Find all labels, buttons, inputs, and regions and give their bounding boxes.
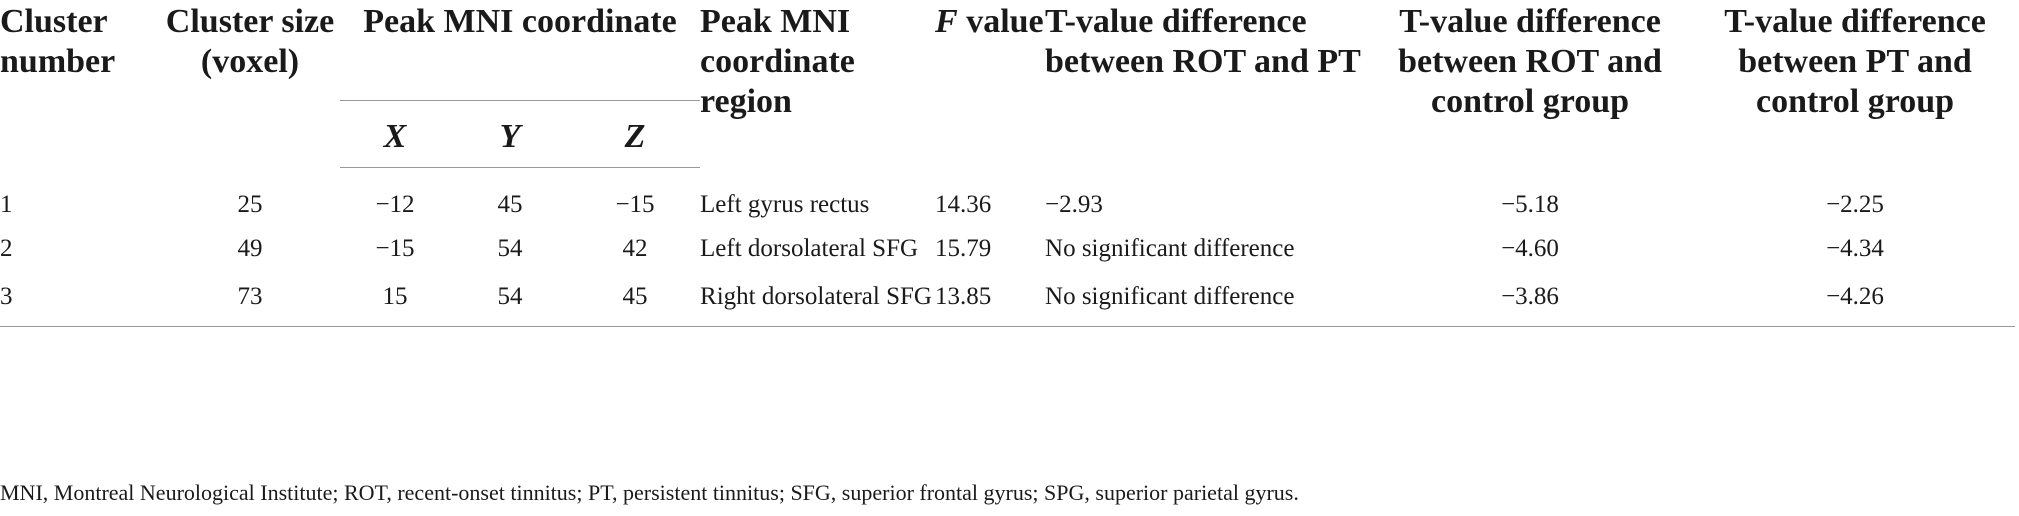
header-axis-z: Z xyxy=(570,101,701,168)
cell-y: 45 xyxy=(497,191,523,218)
cell-x: 15 xyxy=(340,270,450,327)
cell-t-pt-control: −4.34 xyxy=(1826,235,1884,262)
cell-cluster-size: 73 xyxy=(160,270,340,327)
cell-t-rot-control: −3.86 xyxy=(1365,270,1696,327)
cell-f-value: 15.79 xyxy=(935,235,992,262)
table-row: 3 73 15 54 45 Right dorsolateral SFG 13.… xyxy=(0,270,2016,327)
cell-y: 54 xyxy=(450,270,570,327)
cell-x: −12 xyxy=(375,191,415,218)
table-footnote: MNI, Montreal Neurological Institute; RO… xyxy=(0,480,1299,505)
cell-cluster-size: 49 xyxy=(237,235,263,262)
cell-t-rot-pt: No significant difference xyxy=(1045,235,1295,262)
cell-t-rot-pt: No significant difference xyxy=(1045,270,1366,327)
cell-t-rot-pt: −2.93 xyxy=(1045,190,1103,218)
cell-region: Left gyrus rectus xyxy=(700,190,870,218)
cell-region: Right dorsolateral SFG xyxy=(700,270,936,327)
header-peak-region: Peak MNI coordinate region xyxy=(700,3,855,120)
cell-t-rot-control: −4.60 xyxy=(1501,235,1559,262)
header-t-pt-control: T-value difference between PT and contro… xyxy=(1724,3,1986,120)
cell-z: 45 xyxy=(570,270,701,327)
cell-t-rot-control: −5.18 xyxy=(1501,190,1559,218)
header-peak-mni-coordinate-group: Peak MNI coordinate xyxy=(340,0,701,101)
header-f-rest: value xyxy=(957,3,1044,40)
header-f-italic: F xyxy=(935,3,958,40)
cell-cluster-number: 3 xyxy=(0,270,160,327)
header-axis-y: Y xyxy=(450,101,570,168)
cell-f-value: 14.36 xyxy=(935,190,992,218)
table-row: 1 25 −12 45 −15 Left gyrus rectus 14.36 … xyxy=(0,168,2015,227)
results-table: Cluster number Cluster size (voxel) Peak… xyxy=(0,0,2016,327)
cell-cluster-size: 25 xyxy=(237,190,263,218)
cell-region: Left dorsolateral SFG xyxy=(700,235,919,262)
cell-t-pt-control: −4.26 xyxy=(1695,270,2016,327)
cell-cluster-number: 2 xyxy=(0,235,13,262)
cell-f-value: 13.85 xyxy=(935,270,1046,327)
header-t-rot-control: T-value difference between ROT and contr… xyxy=(1398,3,1662,120)
cell-x: −15 xyxy=(375,235,415,262)
cell-y: 54 xyxy=(497,235,523,262)
cell-t-pt-control: −2.25 xyxy=(1826,190,1884,218)
cell-z: 42 xyxy=(622,235,648,262)
header-peak-mni-coordinate: Peak MNI coordinate xyxy=(340,2,701,101)
header-t-rot-pt: T-value difference between ROT and PT xyxy=(1045,3,1361,80)
results-table-container: Cluster number Cluster size (voxel) Peak… xyxy=(0,0,2016,327)
header-axis-x: X xyxy=(340,101,450,168)
table-row: 2 49 −15 54 42 Left dorsolateral SFG 15.… xyxy=(0,226,2015,270)
cell-cluster-number: 1 xyxy=(0,190,13,218)
header-cluster-size: Cluster size (voxel) xyxy=(165,3,335,80)
cell-z: −15 xyxy=(615,191,655,218)
header-cluster-number: Cluster number xyxy=(0,3,116,80)
header-f-value: F value xyxy=(935,0,1045,168)
